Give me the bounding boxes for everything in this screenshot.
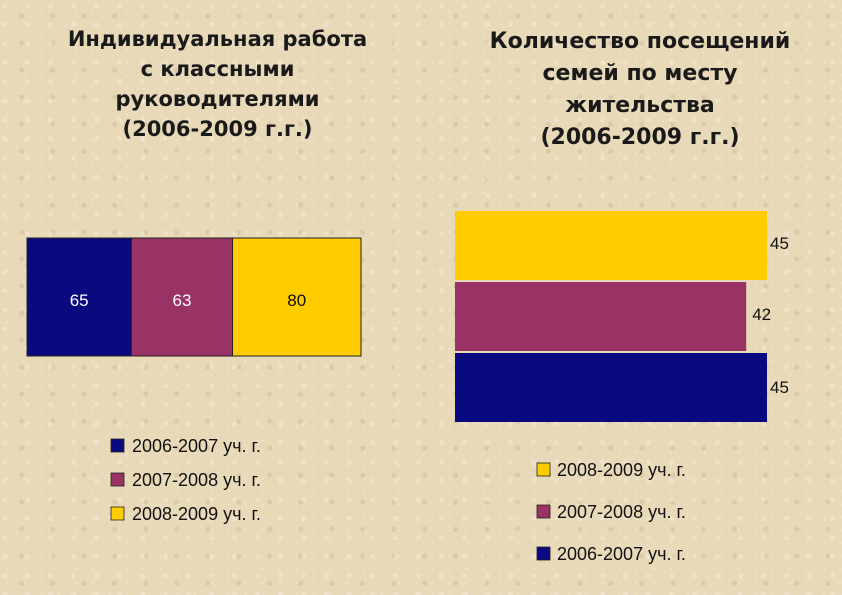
left-legend-swatch-1	[110, 438, 125, 453]
right-title-line-4: (2006-2009 г.г.)	[540, 125, 740, 150]
right-bar-label-3: 45	[770, 378, 789, 397]
left-bar-segment-2	[130, 237, 234, 357]
left-title-line-4: (2006-2009 г.г.)	[122, 117, 313, 141]
left-title-line-1: Индивидуальная работа	[67, 27, 368, 51]
right-legend-label-1: 2008-2009 уч. г.	[557, 460, 686, 480]
right-title-line-1: Количество посещений	[489, 29, 791, 54]
right-bar-2	[455, 282, 747, 351]
right-bar-label-1: 45	[770, 234, 789, 253]
left-legend-label-3: 2008-2009 уч. г.	[132, 504, 261, 524]
left-legend-swatch-2	[110, 472, 125, 487]
right-bar-3	[455, 353, 767, 422]
left-bar-segment-3	[232, 237, 362, 357]
left-legend-label-2: 2007-2008 уч. г.	[132, 470, 261, 490]
left-bar-label-1: 65	[70, 291, 89, 310]
right-legend-label-2: 2007-2008 уч. г.	[557, 502, 686, 522]
right-legend-swatch-2	[536, 504, 551, 519]
right-legend-swatch-3	[536, 546, 551, 561]
right-legend-swatch-1	[536, 462, 551, 477]
right-chart-title: Количество посещений семей по месту жите…	[455, 26, 825, 154]
right-bar-label-2: 42	[752, 305, 771, 324]
left-chart-title: Индивидуальная работа с классными руково…	[40, 24, 395, 144]
right-legend-label-3: 2006-2007 уч. г.	[557, 544, 686, 564]
right-bar-1	[455, 211, 767, 280]
left-bar-label-3: 80	[287, 291, 306, 310]
right-title-line-2: семей по месту	[542, 61, 738, 86]
left-title-line-3: руководителями	[115, 87, 320, 111]
right-title-line-3: жительства	[565, 93, 715, 118]
left-bar-segment-1	[26, 237, 132, 357]
left-legend-label-1: 2006-2007 уч. г.	[132, 436, 261, 456]
left-title-line-2: с классными	[140, 57, 295, 81]
left-bar-label-2: 63	[172, 291, 191, 310]
left-legend-swatch-3	[110, 506, 125, 521]
